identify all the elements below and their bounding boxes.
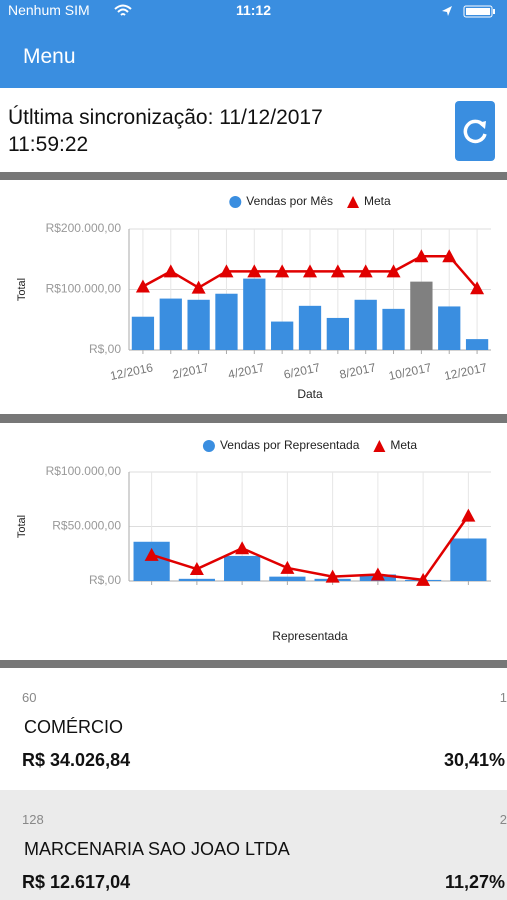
- bar: [243, 278, 266, 350]
- bar: [178, 578, 215, 581]
- item-amount: R$ 12.617,04: [22, 872, 131, 892]
- bar: [298, 305, 322, 350]
- x-tick-label: 12/2017: [443, 360, 489, 383]
- bar: [187, 299, 210, 350]
- item-code: 60: [22, 690, 37, 705]
- legend-marker: [347, 196, 360, 208]
- marker: [135, 279, 150, 293]
- item-name: MARCENARIA SAO JOAO LTDA: [24, 839, 290, 859]
- x-tick-label: 10/2017: [387, 360, 433, 383]
- marker: [442, 249, 457, 263]
- y-axis-label: Total: [16, 278, 28, 301]
- bar: [215, 293, 238, 350]
- line: [151, 514, 470, 582]
- y-tick-label: R$50.000,00: [52, 519, 121, 533]
- bar: [269, 576, 306, 581]
- wifi-icon: [114, 4, 132, 16]
- chart: Vendas por Representada Meta R$,00 R$50.000…: [16, 438, 491, 643]
- legend-label: Meta: [390, 438, 417, 452]
- x-axis-label: Data: [297, 387, 323, 401]
- marker: [325, 569, 340, 583]
- marker: [247, 264, 262, 278]
- legend-label: Meta: [364, 194, 391, 208]
- item-percent: 30,41%: [443, 750, 505, 770]
- y-tick-label: R$,00: [89, 342, 121, 356]
- marker: [386, 264, 401, 278]
- bar: [159, 298, 182, 350]
- sync-text: Útltima sincronização: 11/12/2017 11:59:…: [8, 106, 323, 156]
- marker: [189, 562, 204, 576]
- item-code: 128: [22, 812, 44, 827]
- bar: [438, 306, 461, 350]
- marker: [235, 541, 250, 555]
- bar: [465, 339, 489, 350]
- marker: [461, 508, 476, 522]
- marker: [303, 264, 317, 278]
- item-rank: 1: [499, 690, 507, 705]
- x-tick-label: 2/2017: [171, 360, 210, 381]
- item-rank: 2: [499, 812, 507, 827]
- marker: [280, 560, 295, 574]
- top-bar: Nenhum SIM 11:12 Menu: [0, 0, 507, 88]
- menu-title[interactable]: Menu: [23, 45, 76, 68]
- y-axis-label: Total: [16, 515, 28, 538]
- legend-label: Vendas por Mês: [246, 194, 333, 208]
- marker: [470, 281, 485, 295]
- legend-label: Vendas por Representada: [220, 438, 360, 452]
- y-tick-label: R$200.000,00: [46, 221, 122, 235]
- legend-marker: [373, 440, 386, 452]
- x-tick-label: 6/2017: [282, 360, 321, 381]
- legend-marker: [202, 440, 215, 452]
- y-tick-label: R$,00: [89, 573, 121, 587]
- bar: [326, 317, 349, 350]
- bar: [133, 541, 170, 581]
- bar: [271, 321, 294, 350]
- marker: [414, 249, 429, 263]
- bar: [131, 316, 155, 350]
- bar: [224, 555, 261, 581]
- legend: Vendas por Mês Meta: [229, 194, 391, 208]
- y-tick-label: R$100.000,00: [46, 282, 122, 296]
- marker: [144, 547, 159, 561]
- marker: [358, 264, 373, 278]
- separator: [0, 414, 507, 423]
- item-amount: R$ 34.026,84: [22, 750, 131, 770]
- chart: Vendas por Mês Meta R$,00 R$100.000,00 R$200…: [16, 194, 491, 401]
- clock: 11:12: [235, 2, 272, 18]
- item-name: COMÉRCIO: [24, 717, 123, 737]
- bar: [354, 299, 377, 350]
- status-icons: [442, 5, 495, 18]
- list-item[interactable]: 60 1 COMÉRCIO R$ 34.026,84 30,41%: [0, 668, 507, 790]
- bar: [450, 538, 487, 581]
- bar: [410, 281, 433, 350]
- legend-marker: [229, 196, 242, 208]
- x-tick-label: 12/2016: [109, 360, 155, 383]
- list-item[interactable]: 128 2 MARCENARIA SAO JOAO LTDA R$ 12.617,04…: [0, 790, 507, 900]
- bar: [382, 308, 405, 350]
- y-tick-label: R$100.000,00: [46, 464, 122, 478]
- x-axis-label: Representada: [272, 629, 348, 643]
- legend: Vendas por Representada Meta: [202, 438, 417, 452]
- marker: [275, 264, 290, 278]
- item-percent: 11,27%: [444, 872, 505, 892]
- x-tick-label: 8/2017: [338, 360, 377, 381]
- x-tick-label: 4/2017: [227, 360, 266, 381]
- separator: [0, 660, 507, 668]
- marker: [219, 264, 234, 278]
- separator: [0, 172, 507, 180]
- marker: [370, 567, 385, 581]
- marker: [330, 264, 345, 278]
- refresh-button[interactable]: [455, 101, 495, 161]
- marker: [416, 572, 431, 586]
- marker: [163, 264, 178, 278]
- marker: [191, 280, 206, 294]
- carrier: Nenhum SIM: [8, 2, 90, 18]
